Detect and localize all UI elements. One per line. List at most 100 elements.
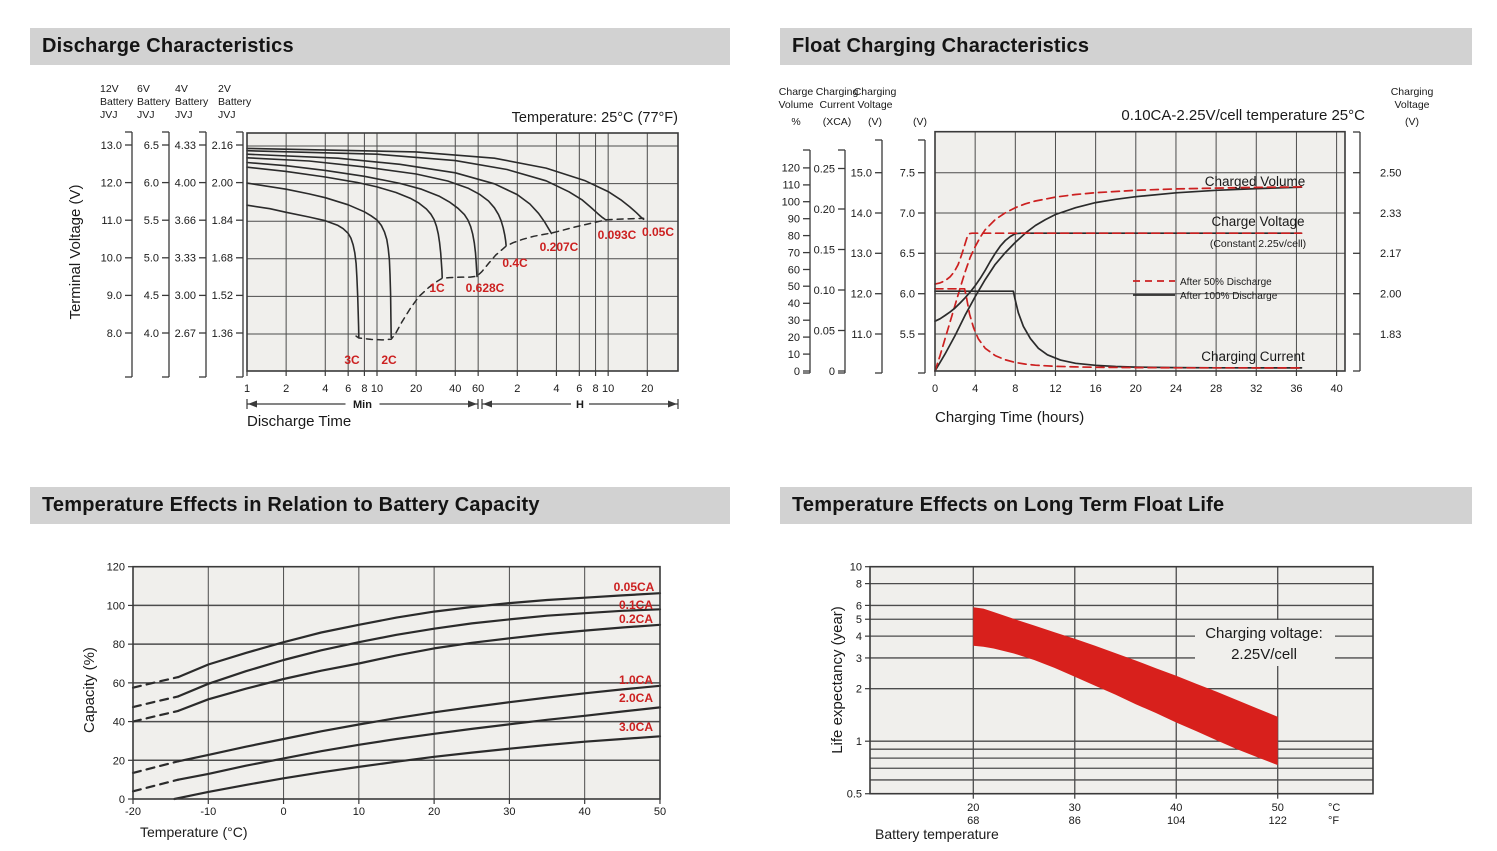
svg-text:Voltage: Voltage	[1394, 99, 1429, 111]
capacity-vs-temperature-chart: -20 -10 0 10 20 30 40 501201008060402000.05CA0.…	[81, 562, 666, 840]
svg-text:1: 1	[856, 736, 862, 748]
svg-text:Volume: Volume	[778, 99, 813, 111]
svg-text:4.0: 4.0	[144, 328, 159, 340]
svg-text:20: 20	[967, 802, 979, 814]
y-axis-ticks: 120 100 80 60 40 20 0	[107, 562, 133, 806]
svg-text:13.0: 13.0	[851, 248, 872, 260]
svg-text:0: 0	[932, 383, 938, 395]
svg-text:(Constant 2.25v/cell): (Constant 2.25v/cell)	[1210, 238, 1306, 250]
svg-text:0.05CA: 0.05CA	[614, 580, 655, 594]
y-axis-title: Life expectancy (year)	[829, 606, 846, 754]
svg-text:20: 20	[641, 383, 653, 395]
svg-text:20: 20	[410, 383, 422, 395]
svg-text:0.05C: 0.05C	[642, 225, 674, 239]
svg-text:1C: 1C	[429, 281, 445, 295]
svg-text:0.20: 0.20	[814, 204, 835, 216]
svg-text:4: 4	[322, 383, 328, 395]
svg-text:Charge Voltage: Charge Voltage	[1211, 214, 1304, 229]
svg-text:3C: 3C	[344, 353, 360, 367]
svg-text:110: 110	[782, 180, 800, 192]
svg-text:40: 40	[788, 298, 800, 310]
svg-text:6.0: 6.0	[900, 289, 915, 301]
svg-text:0.15: 0.15	[814, 244, 835, 256]
svg-text:8: 8	[592, 383, 598, 395]
svg-text:2.67: 2.67	[175, 328, 196, 340]
y-axis-ticks: 10 8 6 5 4 3 2 1 0.5	[847, 562, 870, 801]
svg-text:20: 20	[113, 755, 125, 767]
svg-text:4: 4	[972, 383, 978, 395]
svg-text:120: 120	[107, 562, 125, 574]
svg-text:50: 50	[654, 806, 666, 818]
svg-text:20: 20	[788, 332, 800, 344]
svg-text:Charging: Charging	[1391, 86, 1434, 98]
svg-text:10: 10	[788, 349, 800, 361]
svg-text:90: 90	[788, 214, 800, 226]
svg-text:10: 10	[850, 562, 862, 574]
svg-text:-20: -20	[125, 806, 141, 818]
svg-text:Battery: Battery	[218, 96, 252, 108]
svg-text:Life expectancy (year): Life expectancy (year)	[829, 606, 846, 754]
svg-text:JVJ: JVJ	[175, 109, 193, 121]
svg-text:6.0: 6.0	[144, 177, 159, 189]
svg-text:8: 8	[1012, 383, 1018, 395]
svg-text:50: 50	[1272, 802, 1284, 814]
svg-text:9.0: 9.0	[107, 290, 122, 302]
svg-text:(V): (V)	[1405, 116, 1419, 128]
svg-text:1.0CA: 1.0CA	[619, 673, 653, 687]
svg-text:20: 20	[1130, 383, 1142, 395]
svg-text:40: 40	[113, 717, 125, 729]
svg-text:13.0: 13.0	[101, 140, 122, 152]
svg-text:104: 104	[1167, 815, 1185, 827]
svg-text:10: 10	[353, 806, 365, 818]
svg-text:40: 40	[1170, 802, 1182, 814]
svg-text:Battery: Battery	[175, 96, 209, 108]
section-title-bar-float-charging: Float Charging Characteristics	[780, 28, 1472, 65]
svg-text:2: 2	[283, 383, 289, 395]
svg-text:0.10CA-2.25V/cell temperature: 0.10CA-2.25V/cell temperature 25°C	[1121, 107, 1365, 124]
svg-text:30: 30	[503, 806, 515, 818]
life-expectancy-band	[973, 607, 1278, 766]
float-charging-characteristics-chart: 0 4 8 12 16 20 24 28 32 36 40120110100908070605040…	[778, 86, 1433, 426]
charging-voltage-annotation: Charging voltage: 2.25V/cell	[1195, 620, 1335, 666]
x-axis-ticks: -20 -10 0 10 20 30 40 50	[125, 799, 666, 818]
svg-text:4.33: 4.33	[175, 140, 196, 152]
svg-text:80: 80	[788, 230, 800, 242]
svg-text:JVJ: JVJ	[218, 109, 236, 121]
x-axis-title: Charging Time (hours)	[935, 409, 1084, 426]
svg-text:Charging voltage:: Charging voltage:	[1205, 625, 1323, 642]
svg-text:0.207C: 0.207C	[540, 240, 579, 254]
svg-text:70: 70	[788, 247, 800, 259]
svg-text:1.68: 1.68	[212, 253, 233, 265]
svg-text:0: 0	[794, 366, 800, 378]
svg-text:Voltage: Voltage	[857, 99, 892, 111]
svg-text:11.0: 11.0	[851, 329, 872, 341]
svg-text:15.0: 15.0	[851, 168, 872, 180]
svg-text:6.5: 6.5	[900, 248, 915, 260]
svg-text:2.00: 2.00	[212, 177, 233, 189]
svg-text:12.0: 12.0	[101, 177, 122, 189]
section-title-float-charging: Float Charging Characteristics	[792, 35, 1090, 57]
svg-text:120: 120	[782, 163, 800, 175]
svg-text:60: 60	[472, 383, 484, 395]
charging-curves	[934, 186, 1303, 372]
svg-text:0.2CA: 0.2CA	[619, 612, 653, 626]
svg-text:0.10: 0.10	[814, 285, 835, 297]
discharge-curves	[246, 147, 645, 339]
svg-text:Discharge Time: Discharge Time	[247, 413, 351, 430]
measurement-scales: 1201101009080706050403020100ChargeVolume…	[778, 86, 1433, 378]
svg-text:11.0: 11.0	[101, 215, 122, 227]
svg-text:0.25: 0.25	[814, 163, 835, 175]
svg-text:12V: 12V	[100, 83, 119, 95]
plot-border	[934, 130, 1346, 372]
float-life-vs-temperature-chart: 1086543210.5206830864010450122°C°FChargi…	[829, 562, 1374, 842]
svg-text:4.5: 4.5	[144, 290, 159, 302]
grid	[935, 131, 1345, 371]
svg-text:Charging Time (hours): Charging Time (hours)	[935, 409, 1084, 426]
svg-text:8: 8	[361, 383, 367, 395]
svg-text:0: 0	[119, 794, 125, 806]
svg-text:JVJ: JVJ	[137, 109, 155, 121]
svg-text:(XCA): (XCA)	[823, 116, 852, 128]
svg-text:14.0: 14.0	[851, 208, 872, 220]
svg-text:0.4C: 0.4C	[502, 256, 528, 270]
